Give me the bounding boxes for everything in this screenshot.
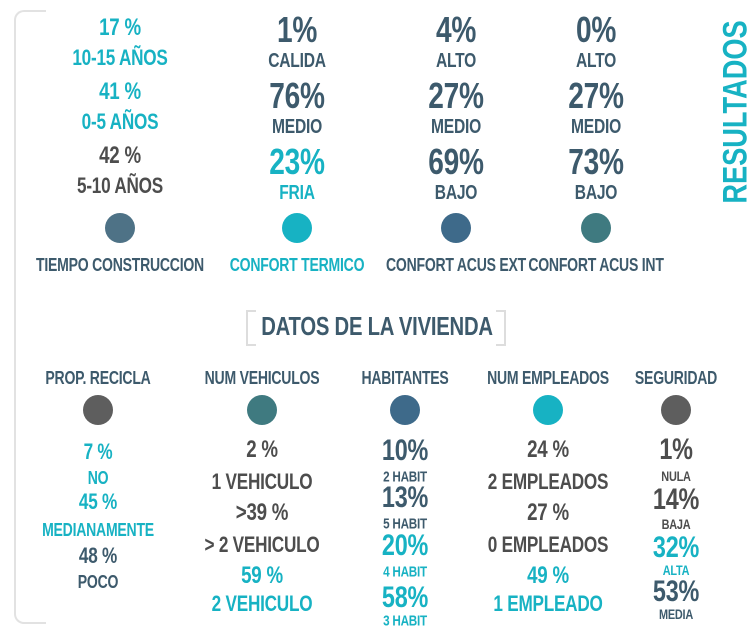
label: MEDIO — [272, 116, 322, 138]
value: 59 % — [241, 562, 283, 589]
value: 1% — [276, 9, 318, 50]
label: 0 EMPLEADOS — [487, 532, 609, 557]
section-title: DATOS DE LA VIVIENDA — [261, 311, 493, 341]
dot — [533, 395, 563, 425]
dot — [581, 213, 611, 243]
value: 73% — [568, 141, 624, 182]
value: 45 % — [78, 489, 118, 514]
label: BAJO — [434, 182, 478, 204]
label: 3 HABIT — [383, 612, 427, 630]
value: 23% — [269, 141, 325, 182]
label: 0-5 AÑOS — [81, 109, 159, 134]
column-title: CONFORT ACUS INT — [528, 255, 664, 275]
label: POCO — [77, 572, 119, 592]
label: BAJA — [661, 516, 691, 532]
label: 1 VEHICULO — [211, 469, 313, 494]
value: 69% — [428, 141, 484, 182]
dot — [282, 213, 312, 243]
value: 49 % — [527, 562, 569, 589]
column-title: CONFORT ACUS EXT — [385, 255, 527, 275]
dot — [247, 395, 277, 425]
value: 41 % — [99, 78, 141, 105]
value: 2 % — [246, 436, 278, 463]
bracket — [246, 310, 256, 346]
label: 2 HABIT — [383, 468, 427, 486]
dot — [441, 213, 471, 243]
value: 48 % — [78, 543, 118, 568]
label: BAJO — [574, 182, 618, 204]
value: 24 % — [527, 436, 569, 463]
column-title: SEGURIDAD — [634, 368, 718, 388]
label: MEDIO — [571, 116, 621, 138]
value: 32% — [652, 531, 700, 564]
value: 0% — [575, 9, 617, 50]
value: 27 % — [527, 499, 569, 526]
label: 1 EMPLEADO — [493, 591, 603, 616]
value: 76% — [269, 75, 325, 116]
label: 2 VEHICULO — [211, 591, 313, 616]
label: 10-15 AÑOS — [72, 45, 168, 70]
dot — [661, 395, 691, 425]
value: 17 % — [99, 14, 141, 41]
label: 5-10 AÑOS — [77, 173, 163, 198]
label: ALTO — [435, 50, 477, 72]
label: MEDIO — [431, 116, 481, 138]
label: ALTA — [662, 562, 690, 578]
value: 42 % — [99, 142, 141, 169]
label: CALIDA — [268, 50, 326, 72]
bracket — [496, 310, 506, 346]
column-title: NUM VEHICULOS — [204, 368, 320, 388]
column-title: PROP. RECICLA — [45, 368, 151, 388]
label: 4 HABIT — [383, 563, 427, 581]
label: FRIA — [279, 182, 315, 204]
value: 1% — [659, 433, 693, 466]
label: MEDIANAMENTE — [42, 520, 154, 540]
value: 4% — [435, 9, 477, 50]
label: NULA — [661, 468, 691, 484]
value: 58% — [381, 581, 429, 614]
label: 2 EMPLEADOS — [487, 469, 609, 494]
dot — [390, 395, 420, 425]
label: MEDIA — [658, 606, 694, 622]
label: > 2 VEHICULO — [204, 532, 320, 557]
column-title: NUM EMPLEADOS — [487, 368, 609, 388]
dot — [83, 395, 113, 425]
value: 10% — [381, 434, 429, 467]
value: 7 % — [83, 439, 113, 464]
value: 53% — [652, 575, 700, 608]
column-title: CONFORT TERMICO — [229, 255, 365, 275]
value: 20% — [381, 529, 429, 562]
dot — [105, 213, 135, 243]
value: >39 % — [235, 499, 289, 526]
value: 27% — [428, 75, 484, 116]
side-title: RESULTADOS — [716, 20, 752, 204]
label: NO — [87, 468, 109, 488]
label: ALTO — [575, 50, 617, 72]
value: 14% — [652, 483, 700, 516]
column-title: HABITANTES — [361, 368, 449, 388]
value: 27% — [568, 75, 624, 116]
value: 13% — [381, 481, 429, 514]
column-title: TIEMPO CONSTRUCCION — [36, 255, 204, 275]
label: 5 HABIT — [383, 515, 427, 533]
frame — [14, 10, 46, 624]
